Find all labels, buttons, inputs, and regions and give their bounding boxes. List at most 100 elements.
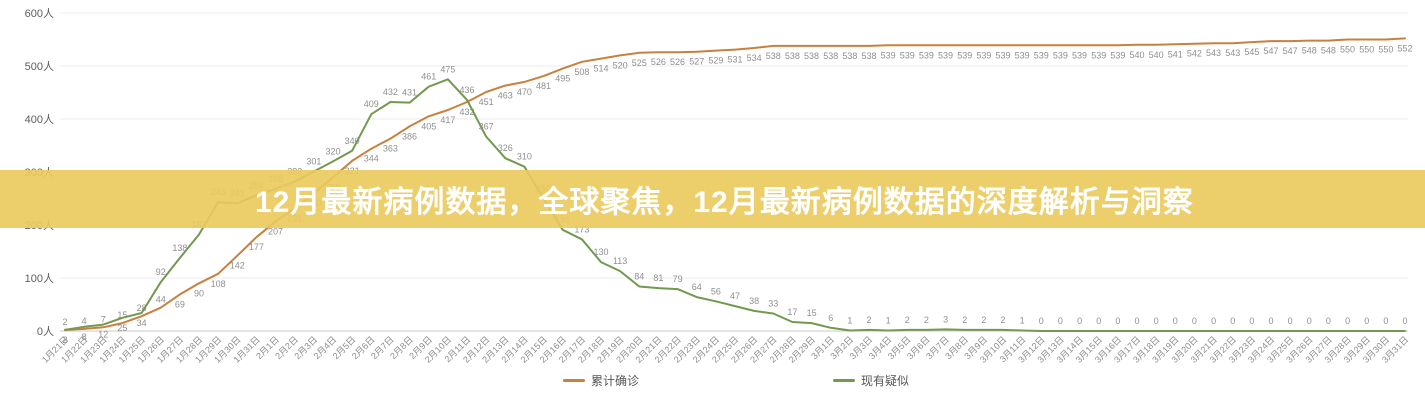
data-label: 550 bbox=[1378, 45, 1393, 55]
data-label: 431 bbox=[402, 88, 417, 98]
legend-item-current-suspected[interactable]: 现有疑似 bbox=[833, 372, 909, 389]
data-label: 7 bbox=[101, 314, 106, 324]
data-label: 548 bbox=[1321, 46, 1336, 56]
data-label: 138 bbox=[172, 243, 187, 253]
data-label: 81 bbox=[653, 273, 663, 283]
data-label: 25 bbox=[117, 323, 127, 333]
data-label: 2 bbox=[62, 317, 67, 327]
data-label: 0 bbox=[1039, 316, 1044, 326]
data-label: 539 bbox=[1034, 50, 1049, 60]
data-label: 0 bbox=[1383, 316, 1388, 326]
data-label: 525 bbox=[632, 58, 647, 68]
data-label: 28 bbox=[137, 303, 147, 313]
data-label: 545 bbox=[1244, 47, 1259, 57]
data-label: 538 bbox=[861, 51, 876, 61]
data-label: 539 bbox=[919, 50, 934, 60]
data-label: 56 bbox=[711, 286, 721, 296]
data-label: 548 bbox=[1302, 46, 1317, 56]
y-axis-tick-label: 0人 bbox=[37, 325, 54, 338]
data-label: 0 bbox=[1058, 316, 1063, 326]
data-label: 0 bbox=[1154, 316, 1159, 326]
data-label: 520 bbox=[613, 60, 628, 70]
data-label: 0 bbox=[1268, 316, 1273, 326]
data-label: 207 bbox=[268, 226, 283, 236]
data-label: 142 bbox=[230, 261, 245, 271]
data-label: 529 bbox=[708, 56, 723, 66]
data-label: 113 bbox=[613, 256, 627, 266]
data-label: 539 bbox=[976, 50, 991, 60]
legend-item-cumulative-confirmed[interactable]: 累计确诊 bbox=[563, 372, 639, 389]
data-label: 17 bbox=[787, 307, 797, 317]
data-label: 539 bbox=[957, 50, 972, 60]
data-label: 538 bbox=[842, 51, 857, 61]
data-label: 0 bbox=[1307, 316, 1312, 326]
data-label: 550 bbox=[1340, 45, 1355, 55]
legend-swatch-current-suspected bbox=[833, 379, 855, 382]
data-label: 539 bbox=[881, 50, 896, 60]
data-label: 539 bbox=[995, 50, 1010, 60]
data-label: 92 bbox=[156, 267, 166, 277]
data-label: 64 bbox=[692, 282, 702, 292]
data-label: 432 bbox=[459, 107, 474, 117]
data-label: 508 bbox=[574, 67, 589, 77]
data-label: 2 bbox=[1000, 315, 1005, 325]
data-label: 12 bbox=[98, 330, 108, 340]
data-label: 0 bbox=[1402, 316, 1407, 326]
data-label: 8 bbox=[82, 332, 87, 342]
chart-legend: 累计确诊 现有疑似 bbox=[0, 372, 1425, 394]
data-label: 481 bbox=[536, 81, 551, 91]
legend-swatch-cumulative-confirmed bbox=[563, 379, 585, 382]
data-label: 539 bbox=[900, 50, 915, 60]
banner-title: 12月最新病例数据，全球聚焦，12月最新病例数据的深度解析与洞察 bbox=[255, 186, 1194, 219]
overlay-banner: 12月最新病例数据，全球聚焦，12月最新病例数据的深度解析与洞察 bbox=[0, 170, 1425, 228]
data-label: 547 bbox=[1263, 46, 1278, 56]
data-label: 540 bbox=[1129, 50, 1144, 60]
data-label: 0 bbox=[1249, 316, 1254, 326]
data-label: 432 bbox=[383, 87, 398, 97]
data-label: 541 bbox=[1168, 49, 1183, 59]
data-label: 547 bbox=[1283, 46, 1298, 56]
data-label: 173 bbox=[574, 224, 589, 234]
data-label: 130 bbox=[593, 247, 608, 257]
data-label: 301 bbox=[306, 156, 321, 166]
data-label: 552 bbox=[1397, 43, 1412, 53]
data-label: 34 bbox=[137, 318, 147, 328]
data-label: 540 bbox=[1149, 50, 1164, 60]
data-label: 344 bbox=[364, 154, 379, 164]
data-label: 38 bbox=[749, 296, 759, 306]
y-axis-tick-label: 600人 bbox=[25, 7, 54, 20]
data-label: 0 bbox=[1345, 316, 1350, 326]
data-label: 539 bbox=[938, 50, 953, 60]
data-label: 84 bbox=[634, 271, 644, 281]
data-label: 527 bbox=[689, 57, 704, 67]
data-label: 2 bbox=[962, 315, 967, 325]
data-label: 538 bbox=[804, 51, 819, 61]
data-label: 539 bbox=[1053, 50, 1068, 60]
data-label: 320 bbox=[325, 146, 340, 156]
data-label: 451 bbox=[479, 97, 494, 107]
data-label: 177 bbox=[249, 242, 264, 252]
data-label: 47 bbox=[730, 291, 740, 301]
data-label: 2 bbox=[924, 315, 929, 325]
data-label: 463 bbox=[498, 91, 513, 101]
data-label: 0 bbox=[1364, 316, 1369, 326]
data-label: 4 bbox=[82, 316, 87, 326]
data-label: 475 bbox=[440, 64, 455, 74]
data-label: 543 bbox=[1225, 48, 1240, 58]
data-label: 44 bbox=[156, 295, 166, 305]
data-label: 0 bbox=[1096, 316, 1101, 326]
data-label: 6 bbox=[828, 313, 833, 323]
data-label: 531 bbox=[727, 55, 742, 65]
data-label: 0 bbox=[1326, 316, 1331, 326]
data-label: 90 bbox=[194, 288, 204, 298]
data-label: 539 bbox=[1015, 50, 1030, 60]
data-label: 0 bbox=[1192, 316, 1197, 326]
data-label: 0 bbox=[1134, 316, 1139, 326]
data-label: 69 bbox=[175, 299, 185, 309]
data-label: 526 bbox=[670, 57, 685, 67]
data-label: 15 bbox=[807, 308, 817, 318]
data-label: 15 bbox=[117, 310, 127, 320]
data-label: 0 bbox=[1115, 316, 1120, 326]
data-label: 108 bbox=[211, 279, 226, 289]
